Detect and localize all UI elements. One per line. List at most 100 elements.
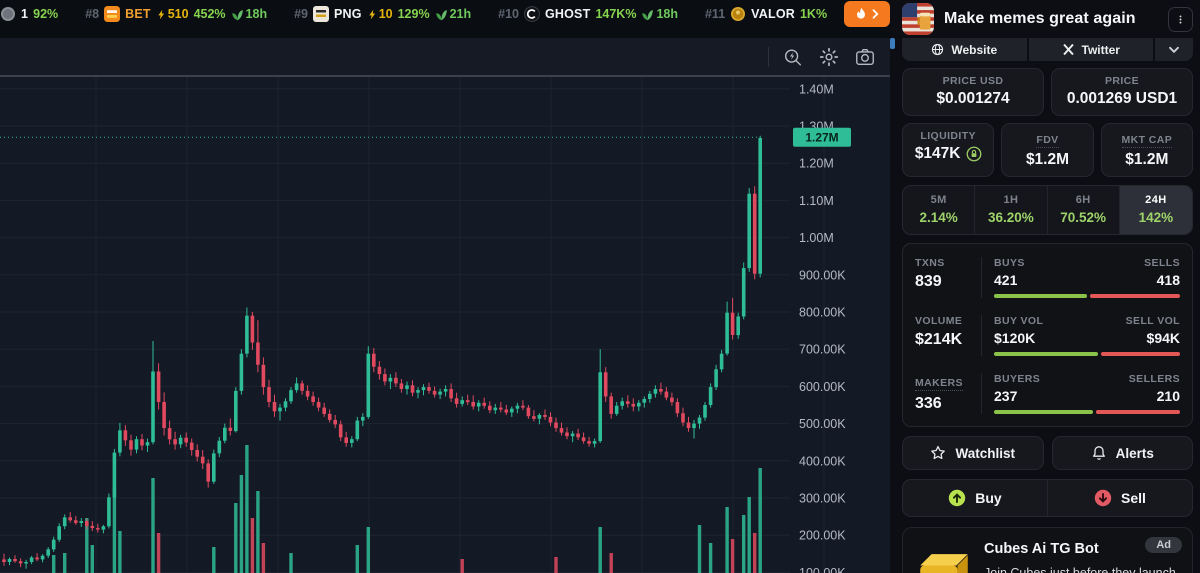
alerts-button[interactable]: Alerts: [1051, 436, 1193, 470]
volume-label: VOLUME: [915, 315, 963, 327]
boost-count: 510: [156, 7, 189, 21]
svg-text:200.00K: 200.00K: [799, 529, 846, 543]
svg-text:900.00K: 900.00K: [799, 268, 846, 282]
ticker-age: 21h: [435, 7, 471, 21]
price-native-label: PRICE: [1104, 75, 1140, 87]
token-icon: [0, 6, 16, 22]
tab-5m[interactable]: 5M 2.14%: [903, 186, 976, 234]
tab-6h[interactable]: 6H 70.52%: [1048, 186, 1120, 234]
ticker-change: 1K%: [799, 7, 828, 21]
trending-ticker-bar: 1 92% #8 BET 510 452% 18h #9 PNG 10 129% 21h #10 GHOS…: [0, 0, 890, 28]
sell-button[interactable]: Sell: [1048, 480, 1192, 516]
liquidity-value: $147K: [914, 145, 961, 162]
makers-row: MAKERS 336 BUYERS SELLERS 237 210: [915, 364, 1180, 422]
ticker-change: 92%: [33, 7, 59, 21]
flame-icon: [854, 7, 868, 21]
price-usd-value: $0.001274: [936, 90, 1010, 107]
chevron-down-icon: [1167, 43, 1181, 57]
token-icon: [730, 6, 746, 22]
sprout-icon: [435, 8, 448, 21]
chart-snapshot-button[interactable]: [854, 46, 876, 68]
ticker-age: 18h: [641, 7, 678, 21]
twitter-link[interactable]: Twitter: [1028, 38, 1153, 61]
trade-row: Buy Sell: [902, 479, 1193, 517]
ticker-symbol: 1: [21, 7, 29, 21]
sells-label: SELLS: [1144, 257, 1180, 269]
chart-settings-button[interactable]: [818, 46, 840, 68]
ticker-item-ghost[interactable]: #10 GHOST 147K% 18h: [498, 6, 678, 22]
mktcap-value: $1.2M: [1125, 151, 1169, 168]
volume-value: $214K: [915, 331, 963, 348]
price-usd-label: PRICE USD: [942, 75, 1004, 87]
arrow-down-circle-icon: [1094, 489, 1112, 507]
candlestick-chart[interactable]: 1.40M 1.30M 1.20M 1.10M 1.00M 900.00K 800.00K 7…: [0, 77, 890, 573]
token-title: Make memes great again: [944, 10, 1136, 27]
website-link[interactable]: Website: [902, 38, 1027, 61]
token-icon: [104, 6, 121, 22]
watchlist-label: Watchlist: [955, 445, 1015, 461]
candles: [2, 135, 762, 569]
ticker-item-png[interactable]: #9 PNG 10 129% 21h: [294, 6, 471, 22]
star-icon: [930, 445, 946, 461]
flash-search-button[interactable]: [782, 46, 804, 68]
svg-text:700.00K: 700.00K: [799, 343, 846, 357]
bolt-icon: [156, 8, 167, 21]
chart-canvas[interactable]: 1.40M1.30M1.20M1.10M1.00M900.00K800.00K7…: [0, 77, 890, 573]
makers-label: MAKERS: [915, 377, 963, 391]
buys-sells-bar: [994, 294, 1180, 298]
buyers-sellers-bar: [994, 410, 1180, 414]
buy-button[interactable]: Buy: [903, 480, 1047, 516]
price-usd-card: PRICE USD $0.001274: [902, 68, 1044, 116]
buys-value: 421: [994, 272, 1018, 288]
fdv-card: FDV $1.2M: [1001, 123, 1094, 177]
scrollbar-thumb[interactable]: [890, 38, 895, 49]
price-native-value: 0.001269 USD1: [1066, 90, 1178, 107]
buy-sell-vol-bar: [994, 352, 1180, 356]
buyers-label: BUYERS: [994, 373, 1041, 385]
mktcap-label: MKT CAP: [1121, 134, 1173, 148]
ticker-symbol: PNG: [334, 7, 362, 21]
gear-icon: [818, 46, 840, 68]
lock-icon[interactable]: [966, 146, 982, 162]
buy-label: Buy: [975, 490, 1002, 506]
ad-body: Join Cubes just before they launch their…: [984, 566, 1176, 573]
makers-value: 336: [915, 395, 942, 412]
ticker-item-bet[interactable]: #8 BET 510 452% 18h: [85, 6, 267, 22]
price-cards: PRICE USD $0.001274 PRICE 0.001269 USD1: [902, 68, 1193, 116]
buys-label: BUYS: [994, 257, 1025, 269]
boost-count: 10: [367, 7, 393, 21]
mktcap-card: MKT CAP $1.2M: [1100, 123, 1193, 177]
trending-flame-button[interactable]: [844, 1, 890, 27]
ticker-item-1[interactable]: 1 92%: [0, 6, 58, 22]
sell-label: Sell: [1121, 490, 1146, 506]
volume-bars: [52, 445, 762, 573]
fdv-label: FDV: [1036, 134, 1059, 148]
svg-text:100.00K: 100.00K: [799, 566, 846, 573]
links-expand-button[interactable]: [1155, 38, 1193, 61]
ad-card[interactable]: Cubes Ai TG Bot Join Cubes just before t…: [902, 527, 1193, 573]
alerts-label: Alerts: [1115, 445, 1154, 461]
sprout-icon: [231, 8, 244, 21]
bell-icon: [1091, 445, 1107, 461]
watchlist-button[interactable]: Watchlist: [902, 436, 1044, 470]
txns-label: TXNS: [915, 257, 945, 269]
action-row: Watchlist Alerts: [902, 436, 1193, 470]
tab-24h[interactable]: 24H 142%: [1119, 186, 1192, 234]
sellers-value: 210: [1156, 388, 1180, 404]
more-menu-button[interactable]: [1168, 6, 1193, 32]
price-native-card: PRICE 0.001269 USD1: [1051, 68, 1193, 116]
cube-mascot-image: [915, 549, 973, 573]
sells-value: 418: [1156, 272, 1180, 288]
ad-badge: Ad: [1145, 537, 1182, 553]
tab-1h[interactable]: 1H 36.20%: [975, 186, 1048, 234]
ticker-symbol: GHOST: [544, 7, 591, 21]
ticker-rank: #9: [294, 7, 308, 21]
y-axis-labels[interactable]: 1.40M1.30M1.20M1.10M1.00M900.00K800.00K7…: [799, 82, 846, 573]
ticker-symbol: BET: [125, 7, 151, 21]
ticker-item-valor[interactable]: #11 VALOR 1K%: [705, 6, 827, 22]
twitter-label: Twitter: [1081, 42, 1120, 57]
chart-toolbar: [0, 38, 890, 77]
bolt-icon: [367, 8, 378, 21]
liquidity-label: LIQUIDITY: [920, 130, 976, 142]
fdv-value: $1.2M: [1025, 151, 1070, 168]
